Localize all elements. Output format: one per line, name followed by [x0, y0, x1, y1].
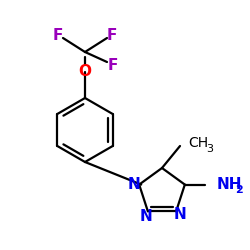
Text: NH: NH: [217, 177, 242, 192]
Text: F: F: [53, 28, 63, 44]
Text: N: N: [140, 209, 152, 224]
Text: F: F: [108, 58, 118, 74]
Text: N: N: [128, 177, 140, 192]
Text: 2: 2: [235, 184, 242, 194]
Text: CH: CH: [188, 136, 208, 150]
Text: F: F: [107, 28, 117, 44]
Text: N: N: [174, 207, 186, 222]
Text: 3: 3: [206, 144, 213, 154]
Text: O: O: [78, 64, 92, 80]
